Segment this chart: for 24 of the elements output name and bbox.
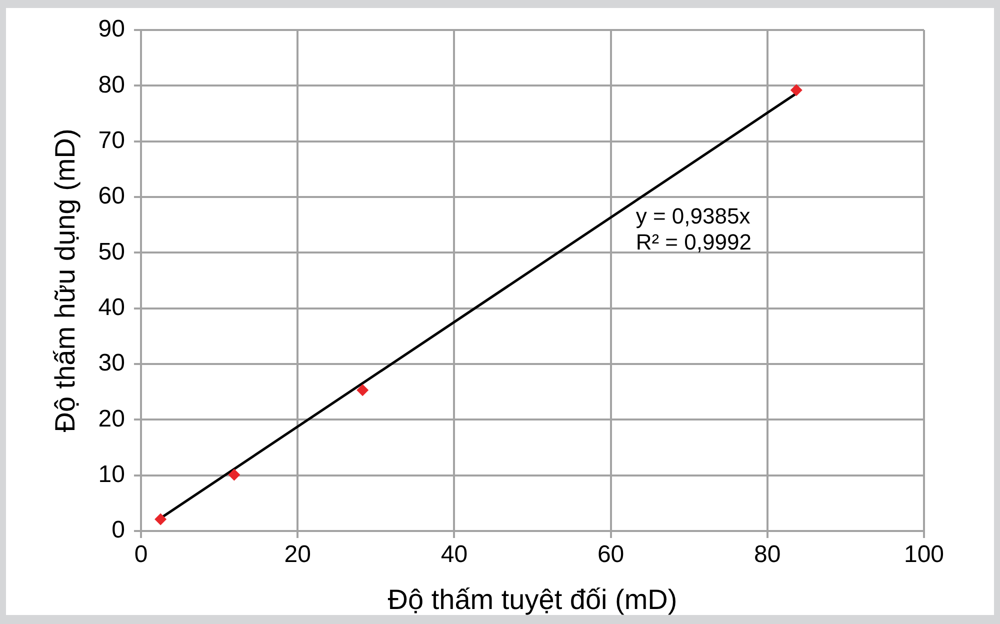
x-axis-title: Độ thấm tuyệt đối (mD) xyxy=(388,584,678,615)
y-tick-label: 70 xyxy=(98,126,125,154)
point xyxy=(790,84,802,96)
y-tick-label: 30 xyxy=(98,350,125,377)
x-tick-label: 20 xyxy=(284,541,311,568)
y-axis-title: Độ thấm hữu dụng (mD) xyxy=(50,128,81,432)
y-tick-label: 50 xyxy=(98,238,125,266)
y-tick-label: 90 xyxy=(98,16,125,43)
y-tick-label: 60 xyxy=(98,182,125,210)
x-tick-label: 100 xyxy=(904,541,944,568)
x-tick-label: 80 xyxy=(754,541,781,568)
x-tick-label: 60 xyxy=(597,541,624,568)
y-tick-label: 20 xyxy=(98,405,125,432)
annotation: R² = 0,9992 xyxy=(636,229,752,254)
annotation: y = 0,9385x xyxy=(636,203,750,228)
y-tick-label: 0 xyxy=(112,516,125,544)
y-tick-label: 10 xyxy=(98,460,125,488)
y-tick-label: 40 xyxy=(98,294,125,321)
x-tick-label: 0 xyxy=(134,541,148,568)
point xyxy=(228,468,240,481)
point xyxy=(154,513,167,526)
x-tick-label: 40 xyxy=(440,541,468,568)
y-tick-label: 80 xyxy=(98,71,125,98)
point xyxy=(356,384,369,396)
